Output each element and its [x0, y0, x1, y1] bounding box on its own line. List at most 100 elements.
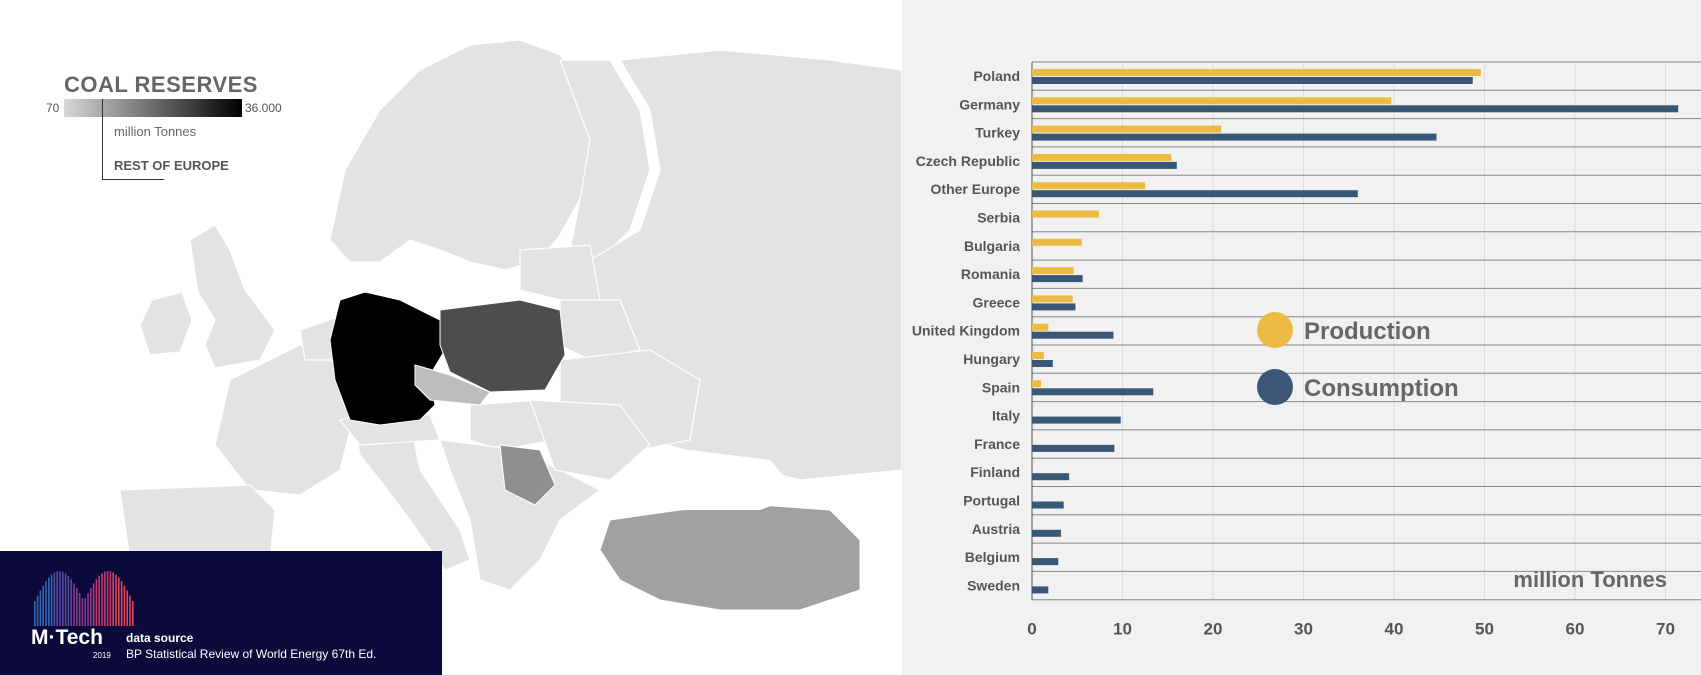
bar-consumption — [1032, 190, 1358, 198]
bar-consumption — [1032, 444, 1115, 452]
logo-bar — [106, 571, 109, 626]
logo-text: M·Tech — [31, 626, 103, 649]
country-label: Belgium — [965, 549, 1020, 565]
legend-connector-vertical — [102, 99, 103, 179]
bar-production — [1032, 295, 1073, 303]
europe-map — [119, 39, 902, 636]
bar-consumption — [1032, 133, 1437, 141]
legend-dot-consumption — [1257, 369, 1293, 405]
logo-bar — [132, 601, 134, 626]
country-label: Finland — [970, 464, 1020, 480]
balkans-shape — [439, 439, 602, 591]
poland-shape — [439, 299, 566, 393]
logo-bar — [90, 587, 92, 626]
bar-production — [1032, 352, 1044, 359]
logo-bar — [53, 572, 56, 626]
country-label: Sweden — [967, 577, 1020, 593]
bar-production — [1032, 267, 1074, 275]
legend-label-production: Production — [1304, 318, 1431, 345]
bar-consumption — [1032, 161, 1177, 169]
x-tick-label: 50 — [1475, 620, 1494, 639]
map-title: COAL RESERVES — [64, 72, 258, 97]
ireland-shape — [139, 291, 193, 356]
x-tick-label: 60 — [1566, 620, 1585, 639]
bar-production — [1032, 153, 1172, 161]
bar-consumption — [1032, 105, 1679, 113]
romania-shape — [529, 399, 651, 481]
legend-rest-of-europe: REST OF EUROPE — [114, 158, 229, 173]
logo-bar — [76, 587, 78, 626]
logo-bar — [73, 583, 75, 626]
logo-bar — [87, 593, 89, 626]
source-box — [0, 551, 442, 675]
logo-bar — [120, 581, 123, 626]
logo-bar — [129, 595, 131, 626]
italy-shape — [354, 419, 471, 571]
legend-gradient-bar — [64, 99, 242, 117]
germany-shape — [329, 291, 446, 426]
turkey-shape — [599, 504, 861, 611]
bar-production — [1032, 69, 1481, 76]
country-label: Spain — [982, 379, 1020, 395]
bar-consumption — [1032, 473, 1070, 481]
bar-consumption — [1032, 529, 1061, 537]
logo-bar — [59, 571, 61, 626]
logo-bar — [50, 574, 53, 626]
logo-bar — [123, 585, 126, 626]
country-label: Greece — [973, 294, 1021, 310]
bar-consumption — [1032, 416, 1121, 424]
bar-production — [1032, 323, 1049, 331]
bar-production — [1032, 210, 1099, 218]
logo-bar — [67, 575, 70, 626]
logo-bar — [62, 571, 64, 626]
logo-bar — [81, 598, 84, 626]
bar-production — [1032, 238, 1082, 246]
chart-panel: Poland Germany Turkey Czech Republic Other E… — [902, 0, 1701, 675]
country-label: Hungary — [963, 351, 1020, 367]
logo-bar — [42, 585, 44, 626]
legend-max-value: 36.000 — [245, 101, 282, 115]
czech-shape — [414, 364, 491, 406]
bar-consumption — [1032, 586, 1049, 594]
scandinavia-shape — [329, 39, 601, 271]
x-tick-label: 30 — [1294, 620, 1313, 639]
logo-bar — [118, 577, 120, 626]
country-label: Other Europe — [931, 181, 1021, 197]
logo-bar — [70, 579, 72, 626]
x-tick-label: 20 — [1204, 620, 1223, 639]
country-label: Bulgaria — [964, 238, 1020, 254]
map-panel: COAL RESERVES 70 36.000 million Tonnes R… — [0, 39, 902, 675]
bar-consumption — [1032, 275, 1083, 283]
serbia-shape — [499, 444, 556, 506]
baltics-shape — [519, 244, 601, 301]
country-label: Poland — [973, 68, 1020, 84]
country-label: Czech Republic — [916, 153, 1020, 169]
logo-bar — [34, 601, 36, 626]
bar-chart: Poland Germany Turkey Czech Republic Other E… — [912, 61, 1701, 639]
logo-bar — [48, 577, 50, 626]
bar-consumption — [1032, 388, 1154, 396]
bar-production — [1032, 125, 1222, 133]
hungary-shape — [469, 399, 556, 451]
x-tick-label: 0 — [1027, 620, 1036, 639]
country-label: United Kingdom — [912, 323, 1020, 339]
country-label: Serbia — [977, 210, 1020, 226]
logo-bar — [95, 579, 98, 626]
legend-label-consumption: Consumption — [1304, 375, 1459, 402]
bar-production — [1032, 97, 1392, 105]
x-tick-label: 70 — [1656, 620, 1675, 639]
logo-bar — [112, 572, 114, 626]
logo-year: 2019 — [93, 651, 111, 660]
logo-bar — [45, 581, 47, 626]
country-label: France — [974, 436, 1020, 452]
legend-unit: million Tonnes — [114, 124, 197, 139]
country-label: Turkey — [975, 125, 1020, 141]
unit-label: million Tonnes — [1513, 567, 1667, 592]
x-tick-label: 40 — [1385, 620, 1404, 639]
logo-bar — [84, 598, 86, 626]
uk-shape — [189, 224, 276, 369]
logo-bar — [64, 573, 67, 626]
logo-bar — [36, 595, 39, 626]
legend-min-value: 70 — [46, 101, 60, 115]
source-label: data source — [126, 631, 194, 645]
